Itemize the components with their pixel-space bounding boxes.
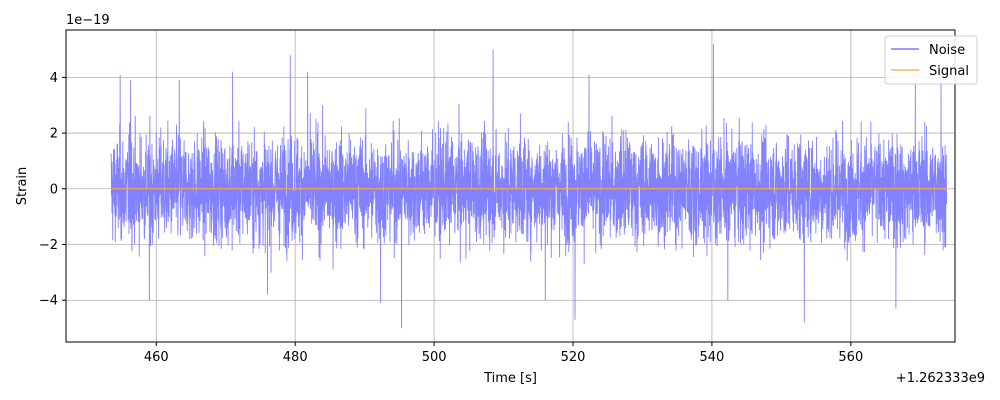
- y-tick-label: 4: [50, 71, 58, 86]
- y-scale-label: 1e−19: [66, 13, 110, 28]
- x-tick-label: 500: [422, 350, 447, 365]
- x-tick-label: 560: [838, 350, 863, 365]
- x-tick-label: 480: [283, 350, 308, 365]
- x-tick-label: 520: [561, 350, 586, 365]
- x-tick-label: 460: [144, 350, 169, 365]
- noise-line: [110, 43, 948, 329]
- legend-box: [884, 35, 978, 85]
- y-tick-label: 2: [50, 127, 58, 142]
- y-tick-label: −4: [39, 294, 58, 309]
- plot-frame: [65, 29, 956, 343]
- y-tick-label: 0: [50, 182, 58, 197]
- x-tick-label: 540: [700, 350, 725, 365]
- y-tick-label: −2: [39, 238, 58, 253]
- x-axis: 460 480 500 520 540 560: [144, 342, 863, 365]
- x-offset-label: +1.262333e9: [896, 371, 985, 386]
- legend-label-signal: Signal: [929, 64, 969, 79]
- y-axis-label: Strain: [15, 167, 30, 206]
- series-noise: [110, 43, 948, 329]
- legend: Noise Signal: [884, 35, 978, 85]
- legend-label-noise: Noise: [929, 43, 965, 58]
- y-axis: −4 −2 0 2 4: [39, 71, 66, 309]
- x-axis-label: Time [s]: [483, 371, 537, 386]
